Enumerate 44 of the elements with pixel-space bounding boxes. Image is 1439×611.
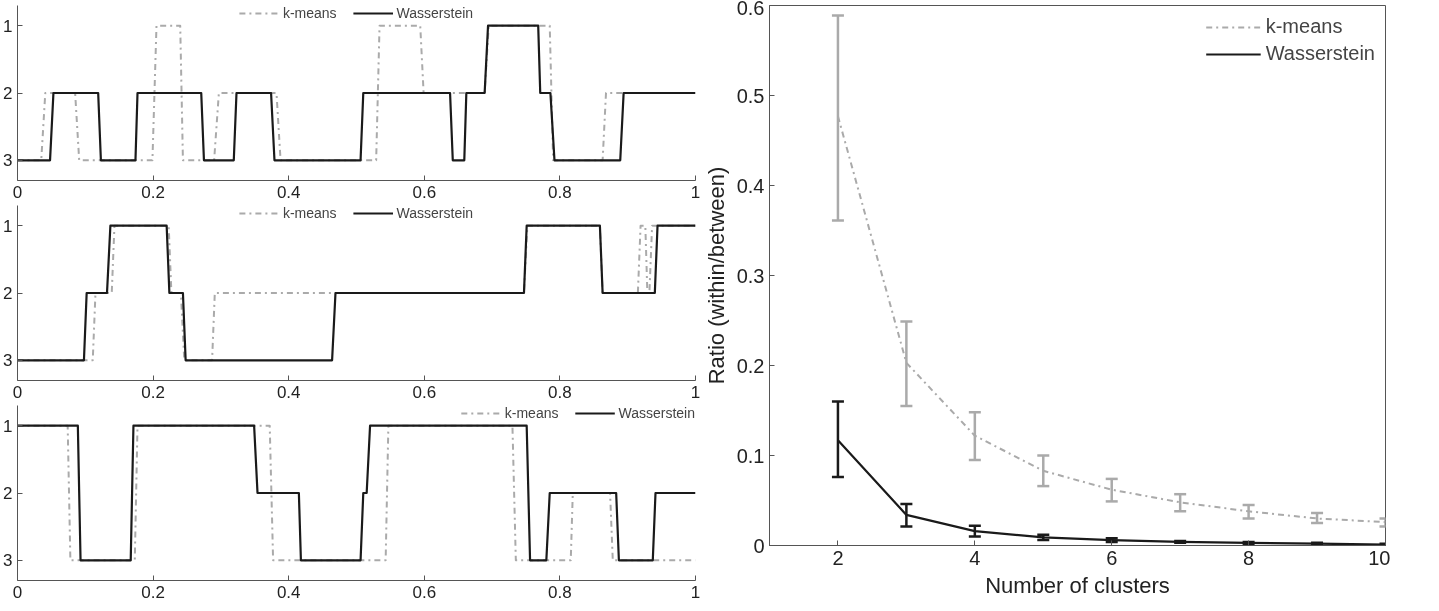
- x-tick-label: 0.6: [412, 182, 437, 202]
- y-axis-title: Ratio (within/between): [703, 166, 729, 385]
- y-tick-label: 3: [3, 351, 13, 371]
- y-tick-label: 1: [3, 216, 13, 236]
- x-tick-label: 0.4: [276, 382, 301, 402]
- x-tick-label: 0.2: [141, 182, 165, 202]
- x-tick-label: 0.4: [276, 582, 301, 602]
- x-tick-label: 0.6: [412, 582, 437, 602]
- legend-label: k-means: [1265, 15, 1343, 38]
- x-tick-label: 0.2: [141, 382, 165, 402]
- x-tick-label: 2: [832, 546, 844, 569]
- legend-label: k-means: [282, 205, 337, 221]
- y-tick-label: 2: [3, 84, 13, 103]
- y-tick-label: 3: [3, 151, 13, 171]
- y-tick-label: 3: [3, 551, 13, 571]
- x-tick-label: 6: [1106, 546, 1118, 569]
- y-tick-label: 1: [3, 16, 13, 36]
- x-tick-label: 4: [969, 546, 981, 569]
- x-tick-label: 1: [690, 182, 701, 202]
- legend-label: k-means: [282, 5, 337, 21]
- x-tick-label: 10: [1368, 546, 1391, 569]
- y-tick-label: 0.2: [736, 354, 765, 377]
- legend-label: Wasserstein: [618, 405, 695, 421]
- y-tick-label: 0.6: [736, 0, 765, 19]
- x-axis-title: Number of clusters: [985, 572, 1170, 598]
- x-tick-label: 0.8: [548, 182, 572, 202]
- y-tick-label: 2: [3, 484, 13, 503]
- legend-label: Wasserstein: [1265, 42, 1375, 65]
- x-tick-label: 1: [690, 382, 701, 402]
- y-tick-label: 0.5: [736, 84, 765, 107]
- legend-label: k-means: [504, 405, 559, 421]
- y-tick-label: 2: [3, 284, 13, 303]
- y-tick-label: 0.3: [736, 264, 765, 287]
- x-tick-label: 0.2: [141, 582, 165, 602]
- x-tick-label: 1: [690, 582, 701, 602]
- x-tick-label: 0.8: [548, 382, 572, 402]
- legend-label: Wasserstein: [396, 205, 474, 221]
- x-tick-label: 8: [1243, 546, 1255, 569]
- x-tick-label: 0.6: [412, 382, 437, 402]
- x-tick-label: 0.8: [548, 582, 572, 602]
- y-tick-label: 1: [3, 416, 13, 436]
- y-tick-label: 0.1: [736, 444, 765, 467]
- legend-label: Wasserstein: [396, 5, 474, 21]
- x-tick-label: 0.4: [276, 182, 301, 202]
